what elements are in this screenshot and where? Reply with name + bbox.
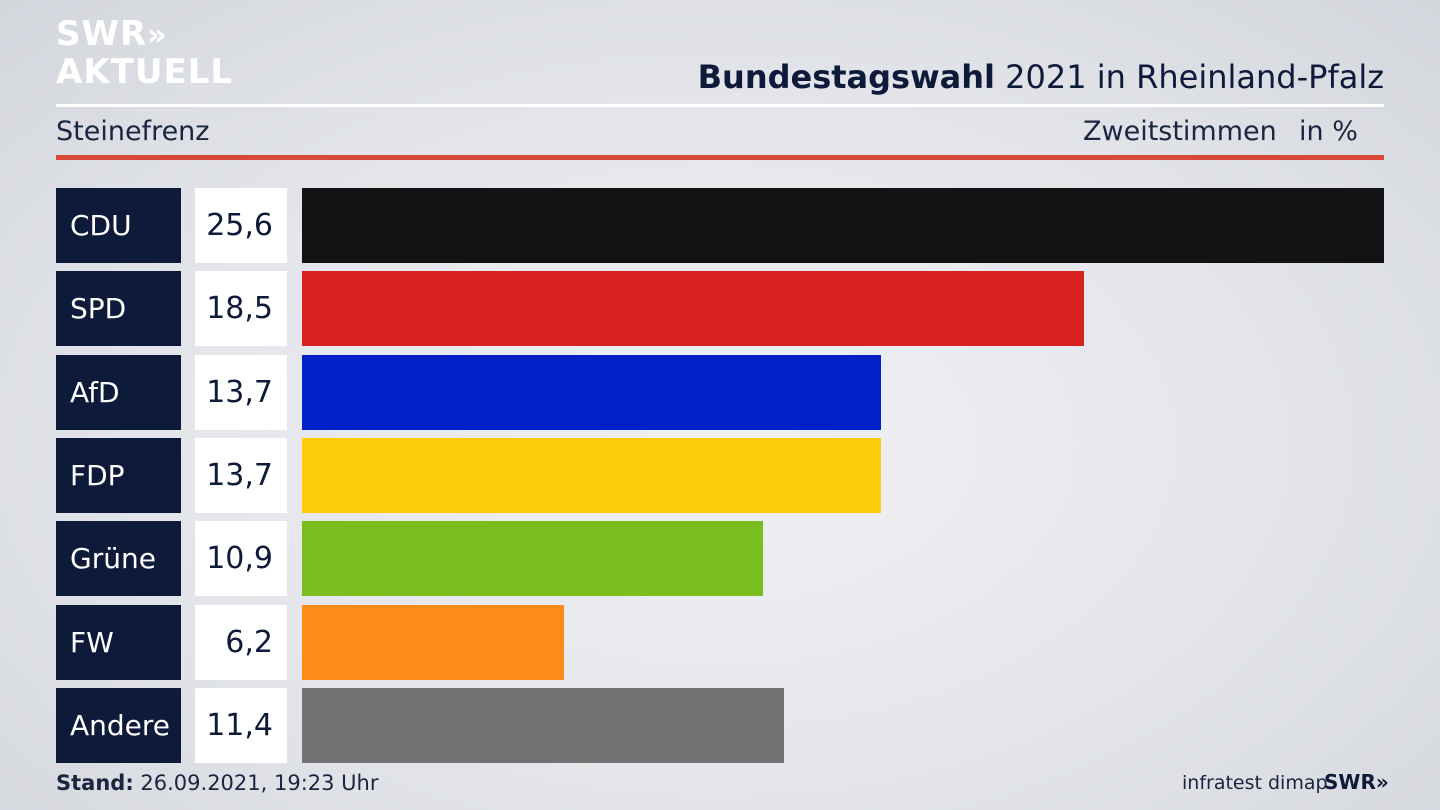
unit-label: in % [1299, 116, 1358, 147]
value-label: 25,6 [195, 188, 287, 263]
value-label: 18,5 [195, 271, 287, 346]
swr-aktuell-logo: SWR» AKTUELL [56, 16, 233, 90]
chart-title: Bundestagswahl 2021 in Rheinland-Pfalz [698, 58, 1384, 96]
chart-row: CDU 25,6 [56, 188, 1384, 263]
stand-label: Stand: [56, 771, 134, 795]
chart-row: FDP 13,7 [56, 438, 1384, 513]
party-label: FW [56, 605, 181, 680]
bar-spd [302, 271, 1084, 346]
header-divider [56, 104, 1384, 107]
metric-label: Zweitstimmen [1083, 116, 1277, 147]
bar-fdp [302, 438, 881, 513]
party-label: CDU [56, 188, 181, 263]
logo-chevrons-icon: » [147, 18, 167, 53]
bar-afd [302, 355, 881, 430]
swr-small-logo: SWR» [1324, 770, 1389, 794]
chart-row: FW 6,2 [56, 605, 1384, 680]
title-rest: 2021 in Rheinland-Pfalz [995, 58, 1384, 96]
party-label: AfD [56, 355, 181, 430]
accent-divider [56, 155, 1384, 160]
bar-fw [302, 605, 564, 680]
value-label: 6,2 [195, 605, 287, 680]
party-label: FDP [56, 438, 181, 513]
bar-cdu [302, 188, 1384, 263]
bar-andere [302, 688, 784, 763]
chart-row: Grüne 10,9 [56, 521, 1384, 596]
logo-aktuell-text: AKTUELL [56, 52, 234, 92]
timestamp: Stand: 26.09.2021, 19:23 Uhr [56, 771, 379, 795]
party-label: Andere [56, 688, 181, 763]
region-label: Steinefrenz [56, 116, 210, 147]
chart-row: SPD 18,5 [56, 271, 1384, 346]
value-label: 10,9 [195, 521, 287, 596]
logo-swr-text: SWR [56, 14, 148, 54]
stand-value: 26.09.2021, 19:23 Uhr [133, 771, 379, 795]
chart-row: AfD 13,7 [56, 355, 1384, 430]
chart-row: Andere 11,4 [56, 688, 1384, 763]
title-bold: Bundestagswahl [697, 58, 995, 96]
value-label: 11,4 [195, 688, 287, 763]
party-label: SPD [56, 271, 181, 346]
bar-grüne [302, 521, 763, 596]
value-label: 13,7 [195, 355, 287, 430]
source-credit: infratest dimap [1182, 772, 1328, 794]
value-label: 13,7 [195, 438, 287, 513]
party-label: Grüne [56, 521, 181, 596]
